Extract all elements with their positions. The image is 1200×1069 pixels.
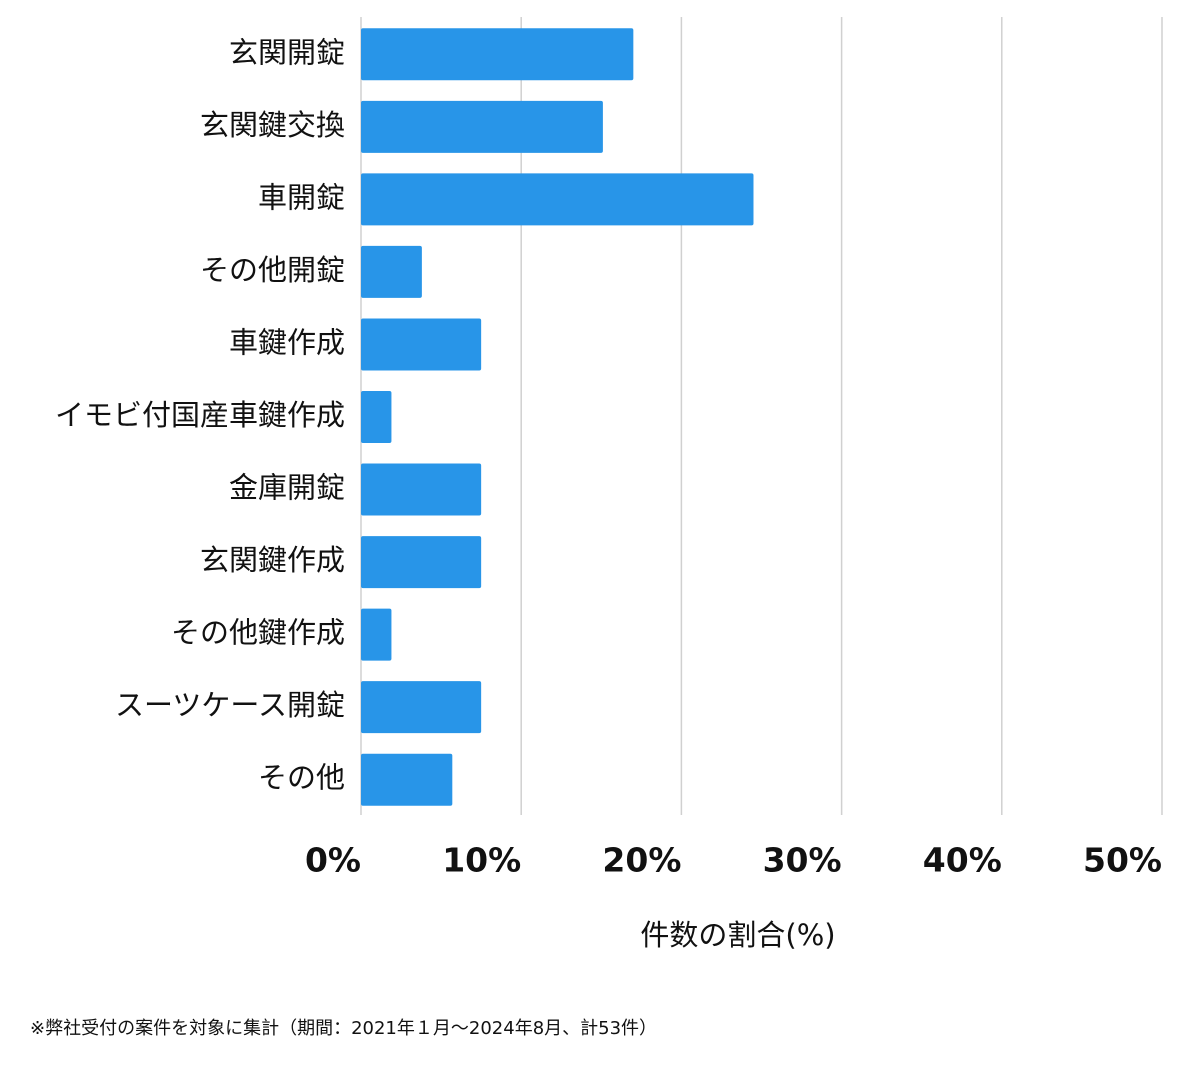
bar <box>361 536 482 589</box>
bar <box>361 391 392 443</box>
bar <box>361 463 482 516</box>
y-tick-label: 玄関開錠 <box>229 35 345 69</box>
y-tick-label: イモビ付国産車鍵作成 <box>55 398 345 432</box>
bar <box>361 173 754 226</box>
bar <box>361 245 422 298</box>
y-tick-label: その他 <box>258 761 345 795</box>
x-tick-label: 20% <box>602 841 681 880</box>
y-tick-label: その他鍵作成 <box>171 616 345 650</box>
y-tick-label: 金庫開錠 <box>229 471 345 505</box>
y-tick-label: スーツケース開錠 <box>115 688 345 722</box>
y-tick-label: 車鍵作成 <box>229 325 345 359</box>
bar <box>361 100 603 153</box>
bar <box>361 318 482 371</box>
y-tick-label: その他開錠 <box>200 253 345 287</box>
footnote: ※弊社受付の案件を対象に集計（期間：2021年１月〜2024年8月、計53件） <box>30 1018 657 1039</box>
x-tick-label: 0% <box>305 841 361 880</box>
bar <box>361 753 453 806</box>
x-tick-label: 10% <box>442 841 521 880</box>
x-tick-label: 30% <box>763 841 842 880</box>
x-tick-label: 40% <box>923 841 1002 880</box>
bar <box>361 681 482 734</box>
y-tick-label: 車開錠 <box>258 180 345 214</box>
bar <box>361 608 392 661</box>
x-tick-label: 50% <box>1083 841 1162 880</box>
bar <box>361 28 634 81</box>
x-axis-title: 件数の割合(%) <box>640 918 835 952</box>
y-tick-label: 玄関鍵交換 <box>200 108 345 142</box>
y-tick-label: 玄関鍵作成 <box>200 543 345 577</box>
